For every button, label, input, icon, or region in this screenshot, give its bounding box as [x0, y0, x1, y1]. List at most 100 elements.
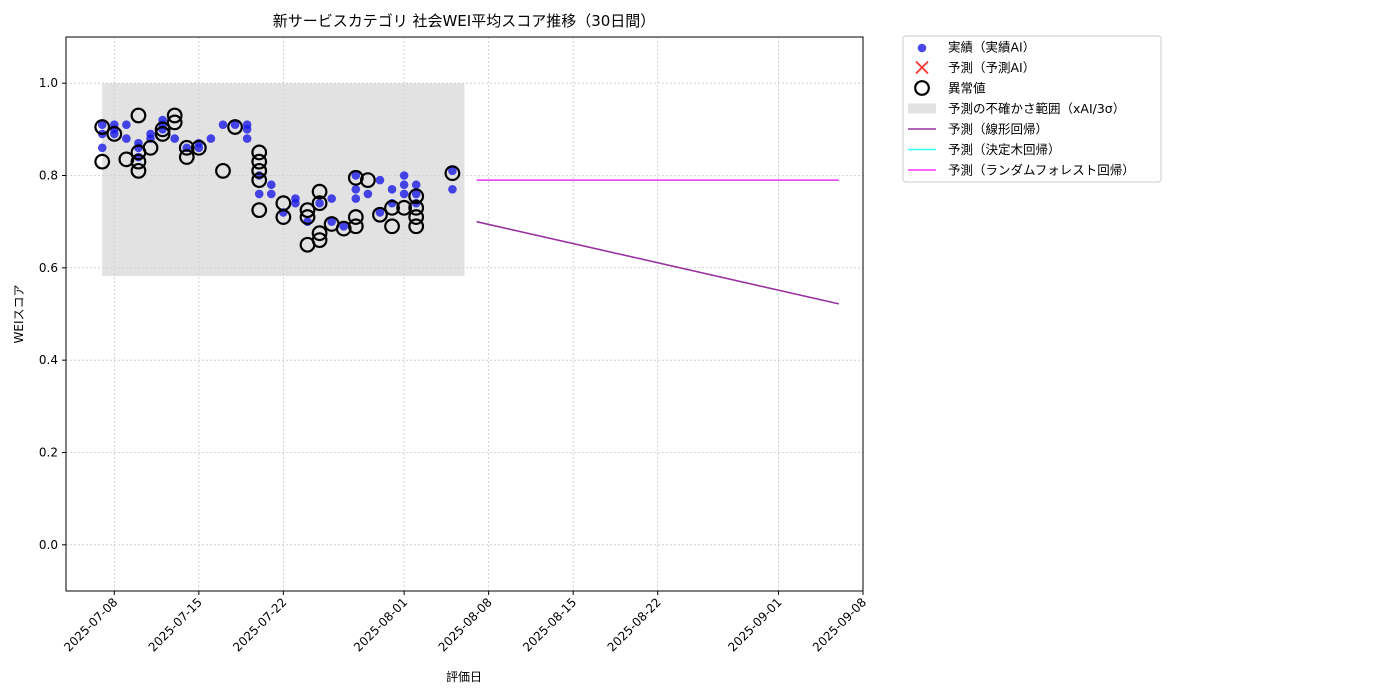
plot-frame [65, 36, 864, 592]
anomaly-marker [106, 126, 123, 142]
actual-point [194, 143, 204, 153]
anomaly-marker [384, 199, 400, 216]
actual-point [351, 185, 361, 194]
x-tick-label: 2025-07-15 [146, 595, 205, 654]
actual-point [448, 185, 457, 194]
anomaly-marker [347, 209, 364, 225]
actual-point [399, 180, 409, 190]
anomaly-marker [166, 107, 183, 124]
actual-point [122, 120, 131, 130]
anomaly-marker [154, 126, 171, 142]
x-tick-label: 2025-07-22 [230, 595, 289, 654]
actual-point [375, 208, 385, 217]
anomaly-marker [275, 209, 292, 225]
actual-point [122, 134, 131, 143]
anomaly-marker [215, 162, 231, 179]
y-tick-label: 0.6 [39, 261, 58, 275]
actual-point [339, 221, 349, 231]
anomaly-marker [408, 188, 425, 205]
actual-point [315, 198, 324, 208]
legend-swatch-predicted [915, 60, 929, 75]
legend-frame [902, 35, 1162, 183]
legend-label: 実績（実績AI） [948, 40, 1035, 55]
anomaly-marker [178, 149, 195, 165]
y-tick-label: 0.8 [39, 169, 58, 183]
anomaly-marker [359, 172, 376, 189]
anomaly-marker [166, 114, 183, 131]
actual-point [218, 120, 228, 130]
actual-point [242, 125, 252, 134]
legend-label: 異常値 [948, 81, 986, 96]
actual-point [266, 189, 276, 199]
actual-point [327, 194, 336, 203]
actual-point [411, 180, 421, 190]
y-tick-label: 0.2 [39, 446, 58, 460]
actual-point [254, 189, 264, 199]
actual-point [266, 180, 276, 190]
actual-point [206, 134, 216, 143]
anomaly-marker [311, 195, 328, 212]
actual-point [399, 171, 409, 180]
actual-point [230, 120, 240, 130]
y-tick-label: 1.0 [39, 76, 58, 90]
anomaly-marker [299, 209, 316, 225]
x-tick-label: 2025-08-01 [351, 595, 410, 654]
actual-point [399, 189, 409, 199]
anomaly-marker [251, 153, 268, 170]
x-tick-label: 2025-08-22 [605, 595, 664, 654]
actual-point [291, 198, 300, 208]
x-tick-label: 2025-08-08 [436, 595, 495, 654]
anomaly-marker [251, 172, 268, 189]
uncertainty-band [102, 83, 465, 277]
legend-swatch-actual [917, 43, 927, 53]
anomaly-marker [444, 165, 461, 182]
actual-point [97, 120, 107, 130]
actual-point [448, 166, 457, 176]
x-tick-label: 2025-07-08 [61, 595, 120, 654]
anomaly-marker [311, 183, 328, 200]
anomaly-marker [251, 162, 268, 179]
anomaly-marker [311, 232, 328, 249]
forecast-line [476, 220, 840, 305]
anomaly-marker [384, 218, 400, 235]
actual-point [327, 217, 336, 226]
anomaly-marker [408, 199, 425, 216]
y-tick-label: 0.4 [39, 353, 58, 367]
anomaly-marker [396, 199, 413, 216]
anomaly-marker [408, 218, 425, 235]
actual-point [351, 194, 361, 203]
actual-point [411, 189, 421, 199]
anomaly-marker [251, 202, 268, 219]
anomaly-marker [299, 202, 316, 219]
anomaly-marker [154, 121, 171, 138]
anomaly-marker [130, 107, 147, 124]
legend-swatch-band [908, 103, 936, 114]
legend-label: 予測（予測AI） [948, 60, 1035, 75]
x-tick-label: 2025-09-01 [725, 595, 784, 654]
anomaly-marker [142, 139, 159, 156]
x-tick-label: 2025-08-15 [520, 595, 579, 654]
actual-point [97, 143, 107, 153]
actual-point [351, 171, 361, 180]
legend-label: 予測（線形回帰） [948, 122, 1048, 137]
anomaly-marker [130, 162, 147, 179]
actual-point [375, 175, 385, 185]
legend-label: 予測（決定木回帰） [948, 142, 1061, 157]
legend-swatch-anomaly [914, 80, 930, 96]
actual-point [170, 134, 179, 143]
anomaly-marker [94, 119, 111, 135]
x-tick-label: 2025-09-08 [810, 595, 869, 654]
anomaly-marker [178, 139, 195, 156]
actual-point [363, 189, 373, 199]
plot-area: 0.0 0.2 0.4 0.6 0.8 1.0 2025-07-08 2025-07-15 20… [39, 36, 869, 654]
anomaly-marker [311, 225, 328, 242]
anomaly-marker [190, 139, 207, 156]
legend-label: 予測の不確かさ範囲（xAI/3σ） [948, 101, 1125, 116]
anomaly-marker [251, 144, 268, 161]
anomaly-marker [227, 119, 243, 135]
anomaly-marker [94, 153, 111, 170]
actual-point [242, 134, 252, 143]
anomaly-marker [130, 153, 147, 170]
